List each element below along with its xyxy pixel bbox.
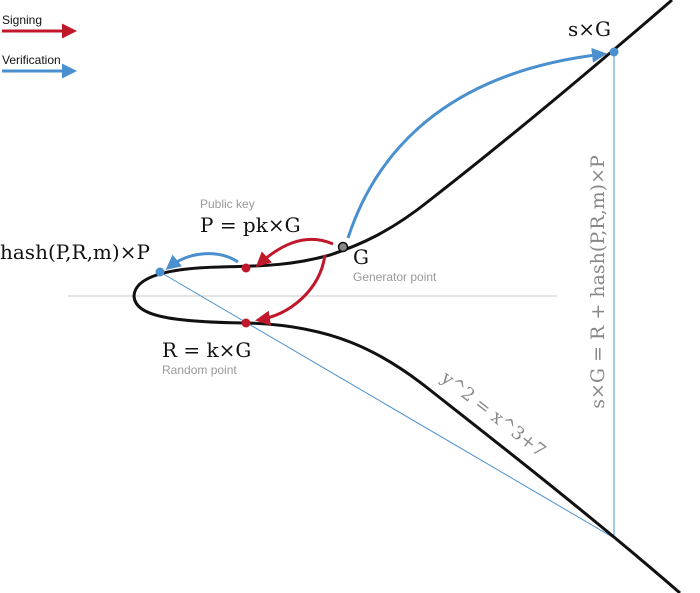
legend-signing: Signing	[2, 13, 42, 27]
point-g	[337, 241, 349, 253]
curve	[132, 0, 681, 593]
arrow-p-to-hash	[165, 252, 239, 270]
arrow-g-to-r	[255, 254, 327, 326]
label-curve: y^2 = x^3+7	[436, 367, 549, 462]
legend-verification: Verification	[2, 53, 61, 67]
label-public-key: Public key	[200, 197, 255, 211]
label-r: R = k×G	[162, 338, 251, 362]
arrow-g-to-sg	[346, 47, 607, 239]
point-p	[241, 263, 251, 273]
chord-line	[159, 271, 615, 539]
arrow-g-to-p	[255, 237, 334, 268]
point-r	[241, 318, 251, 328]
point-hash	[155, 267, 165, 277]
label-generator: Generator point	[353, 270, 437, 284]
label-p: P = pk×G	[200, 213, 301, 237]
label-equation: s×G = R + hash(P,R,m)×P	[587, 155, 609, 409]
label-random: Random point	[162, 363, 237, 377]
label-sg: s×G	[568, 17, 611, 41]
label-g: G	[353, 245, 369, 269]
point-sg	[609, 47, 619, 57]
label-hash: hash(P,R,m)×P	[0, 240, 150, 264]
